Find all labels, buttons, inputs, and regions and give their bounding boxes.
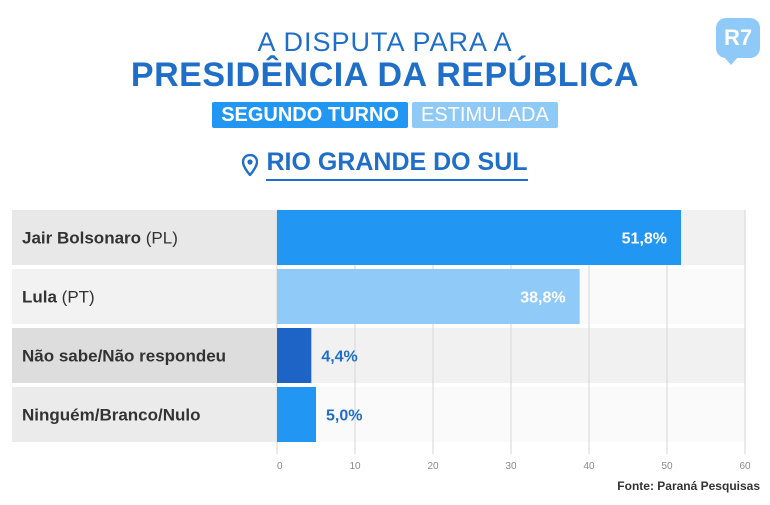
x-tick-label: 60 bbox=[739, 461, 751, 472]
category-label-bg bbox=[12, 210, 277, 265]
category-name: Jair Bolsonaro bbox=[22, 229, 141, 248]
category-label: Lula (PT) bbox=[22, 288, 95, 307]
category-name: Lula bbox=[22, 288, 57, 307]
bar bbox=[277, 269, 580, 324]
value-label: 5,0% bbox=[326, 408, 362, 425]
value-label: 51,8% bbox=[622, 231, 667, 248]
badge-round: SEGUNDO TURNO bbox=[212, 102, 408, 128]
x-tick-label: 10 bbox=[349, 461, 361, 472]
value-label: 4,4% bbox=[321, 349, 357, 366]
category-label: Jair Bolsonaro (PL) bbox=[22, 229, 178, 248]
category-name: Não sabe/Não respondeu bbox=[22, 347, 226, 366]
bar bbox=[277, 328, 312, 383]
category-name: Ninguém/Branco/Nulo bbox=[22, 406, 201, 425]
category-party: (PL) bbox=[141, 229, 178, 248]
x-tick-label: 20 bbox=[427, 461, 439, 472]
category-label: Ninguém/Branco/Nulo bbox=[22, 406, 201, 425]
location-pin-icon bbox=[242, 153, 259, 176]
category-label-bg bbox=[12, 387, 277, 442]
x-tick-label: 30 bbox=[505, 461, 517, 472]
region-label: RIO GRANDE DO SUL bbox=[266, 148, 528, 181]
value-label: 38,8% bbox=[520, 290, 565, 307]
badges: SEGUNDO TURNO ESTIMULADA bbox=[0, 102, 770, 128]
category-label-bg bbox=[12, 269, 277, 324]
category-label-bg bbox=[12, 328, 277, 383]
x-tick-label: 40 bbox=[583, 461, 595, 472]
region-heading: RIO GRANDE DO SUL bbox=[0, 148, 770, 181]
category-party: (PT) bbox=[57, 288, 95, 307]
badge-type: ESTIMULADA bbox=[411, 102, 558, 128]
bar bbox=[277, 387, 316, 442]
x-tick-label: 0 bbox=[277, 461, 283, 472]
bar bbox=[277, 210, 682, 265]
r7-logo: R7 bbox=[716, 18, 760, 65]
x-tick-label: 50 bbox=[661, 461, 673, 472]
title-line-1: A DISPUTA PARA A bbox=[257, 27, 513, 57]
source-note: Fonte: Paraná Pesquisas bbox=[617, 479, 760, 493]
category-label: Não sabe/Não respondeu bbox=[22, 347, 226, 366]
title-line-2: PRESIDÊNCIA DA REPÚBLICA bbox=[130, 56, 640, 94]
